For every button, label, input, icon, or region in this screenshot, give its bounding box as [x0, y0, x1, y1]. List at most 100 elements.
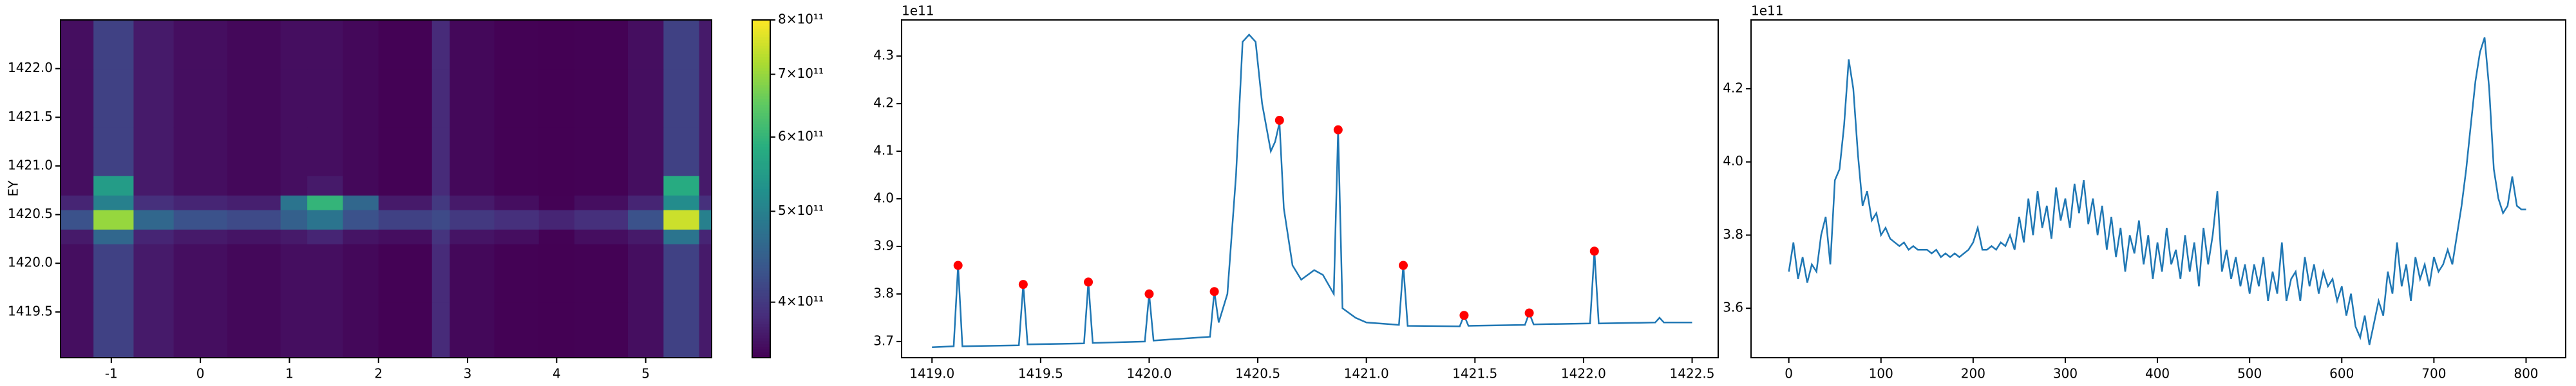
heatmap-cell: [343, 195, 379, 210]
heatmap-cell: [538, 195, 575, 210]
colorbar-tick-label: 8×10¹¹: [778, 12, 824, 27]
colorbar-segment: [752, 293, 770, 297]
colorbar-segment: [752, 315, 770, 319]
colorbar-segment: [752, 346, 770, 350]
heatmap-cell: [494, 210, 540, 230]
heatmap-cell: [61, 195, 94, 210]
colorbar-segment: [752, 295, 770, 299]
y-tick-label: 1421.5: [8, 109, 53, 124]
heatmap-cell: [227, 195, 281, 210]
x-tick-label: 500: [2237, 366, 2262, 381]
x-tick-label: 1422.5: [1670, 366, 1715, 381]
colorbar-segment: [752, 39, 770, 43]
heatmap-cell: [133, 210, 175, 230]
heatmap-cell: [538, 229, 575, 244]
heatmap-cell: [133, 195, 175, 210]
colorbar-segment: [752, 121, 770, 125]
heatmap-cell: [227, 20, 281, 69]
heatmap-cell: [450, 243, 495, 303]
colorbar-segment: [752, 208, 770, 212]
heatmap-cell: [431, 195, 450, 210]
peak-marker: [1018, 280, 1028, 290]
colorbar-segment: [752, 304, 770, 308]
heatmap-cell: [343, 229, 379, 244]
line: [1788, 37, 2526, 345]
colorbar-segment: [752, 82, 770, 86]
x-tick-label: 300: [2053, 366, 2078, 381]
x-tick-label: 4: [553, 366, 561, 381]
colorbar-segment: [752, 354, 770, 358]
heatmap-cell: [699, 195, 712, 210]
colorbar-segment: [752, 28, 770, 32]
heatmap-cell: [378, 243, 433, 303]
offset-label: 1e11: [902, 3, 934, 19]
colorbar-segment: [752, 113, 770, 116]
heatmap-cell: [173, 243, 228, 303]
heatmap-cell: [173, 127, 228, 176]
heatmap-cell: [574, 229, 629, 244]
heatmap-cell: [627, 302, 664, 358]
colorbar-segment: [752, 217, 770, 221]
axes-frame: [901, 19, 1719, 358]
heatmap-cell: [627, 20, 664, 69]
heatmap-cell: [61, 302, 94, 358]
heatmap-cell: [699, 20, 712, 69]
colorbar-segment: [752, 301, 770, 305]
heatmap-cell: [343, 243, 379, 303]
x-tick-label: 0: [1785, 366, 1793, 381]
axes-frame: [1750, 19, 2566, 358]
y-tick-label: 3.6: [1723, 300, 1743, 315]
colorbar-segment: [752, 31, 770, 35]
x-tick-label: 0: [196, 366, 205, 381]
x-tick-label: 700: [2421, 366, 2446, 381]
colorbar-segment: [752, 143, 770, 147]
colorbar-segment: [752, 290, 770, 293]
heatmap-cell: [431, 243, 450, 303]
heatmap-cell: [133, 127, 175, 176]
heatmap-cell: [378, 229, 433, 244]
heatmap-cell: [574, 127, 629, 176]
y-tick-label: 3.9: [873, 237, 894, 253]
peak-marker: [1589, 246, 1599, 256]
heatmap-cell: [61, 210, 94, 230]
heatmap-cell: [574, 68, 629, 128]
peak-marker: [1084, 277, 1094, 287]
peak-marker: [1459, 311, 1469, 320]
x-tick-label: 100: [1869, 366, 1893, 381]
heatmap-cell: [307, 195, 344, 210]
y-tick-label: 3.8: [1723, 226, 1743, 242]
heatmap-cell: [173, 210, 228, 230]
colorbar-segment: [752, 219, 770, 223]
colorbar-segment: [752, 256, 770, 260]
heatmap-cell: [93, 20, 135, 69]
colorbar-segment: [752, 127, 770, 131]
heatmap-cell: [663, 210, 700, 230]
heatmap-cell: [494, 68, 540, 128]
colorbar-segment: [752, 344, 770, 347]
colorbar-segment: [752, 42, 770, 46]
colorbar-tick-label: 6×10¹¹: [778, 129, 824, 144]
heatmap-cell: [93, 243, 135, 303]
colorbar-segment: [752, 203, 770, 207]
heatmap-cell: [93, 195, 135, 210]
heatmap-cell: [450, 195, 495, 210]
y-axis-label: EY: [6, 180, 21, 197]
heatmap-cell: [450, 229, 495, 244]
colorbar-segment: [752, 329, 770, 333]
colorbar-segment: [752, 104, 770, 108]
heatmap-cell: [699, 68, 712, 128]
y-tick-label: 4.1: [873, 143, 894, 158]
y-tick-label: 1422.0: [8, 60, 53, 75]
colorbar-segment: [752, 172, 770, 176]
heatmap-cell: [173, 68, 228, 128]
y-tick-label: 1419.5: [8, 303, 53, 318]
x-tick-label: 5: [641, 366, 650, 381]
heatmap-cell: [61, 243, 94, 303]
heatmap-cell: [574, 176, 629, 196]
heatmap-cell: [494, 195, 540, 210]
heatmap-cell: [227, 176, 281, 196]
heatmap-cell: [450, 176, 495, 196]
colorbar-segment: [752, 188, 770, 192]
x-tick-label: 1419.0: [909, 366, 954, 381]
offset-label: 1e11: [1751, 3, 1783, 19]
